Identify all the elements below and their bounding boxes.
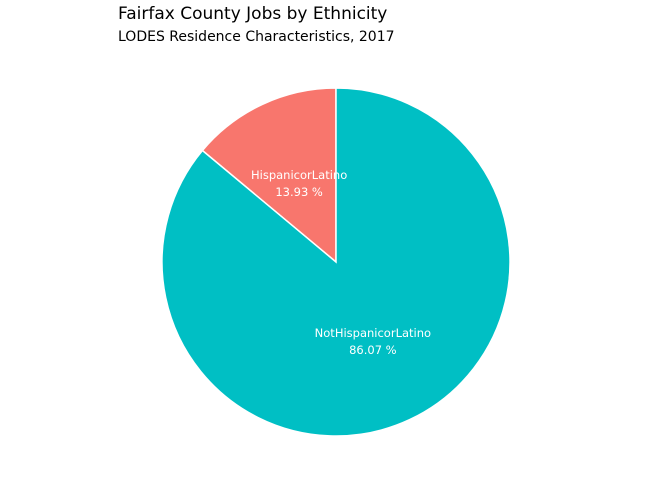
pie-labels: HispanicorLatino 13.93 % NotHispanicorLati… bbox=[251, 168, 431, 357]
slice-value-hispanicorlatino: 13.93 % bbox=[275, 185, 323, 199]
pie-slice-nothispanicorlatino bbox=[161, 87, 511, 437]
pie-slice-hispanicorlatino bbox=[201, 87, 337, 264]
slice-label-hispanicorlatino: HispanicorLatino bbox=[251, 168, 347, 182]
pie-slices bbox=[161, 87, 511, 437]
slice-value-nothispanicorlatino: 86.07 % bbox=[349, 343, 397, 357]
slice-label-nothispanicorlatino: NotHispanicorLatino bbox=[315, 326, 431, 340]
chart-subtitle: LODES Residence Characteristics, 2017 bbox=[118, 29, 395, 45]
chart-title: Fairfax County Jobs by Ethnicity bbox=[118, 4, 388, 24]
